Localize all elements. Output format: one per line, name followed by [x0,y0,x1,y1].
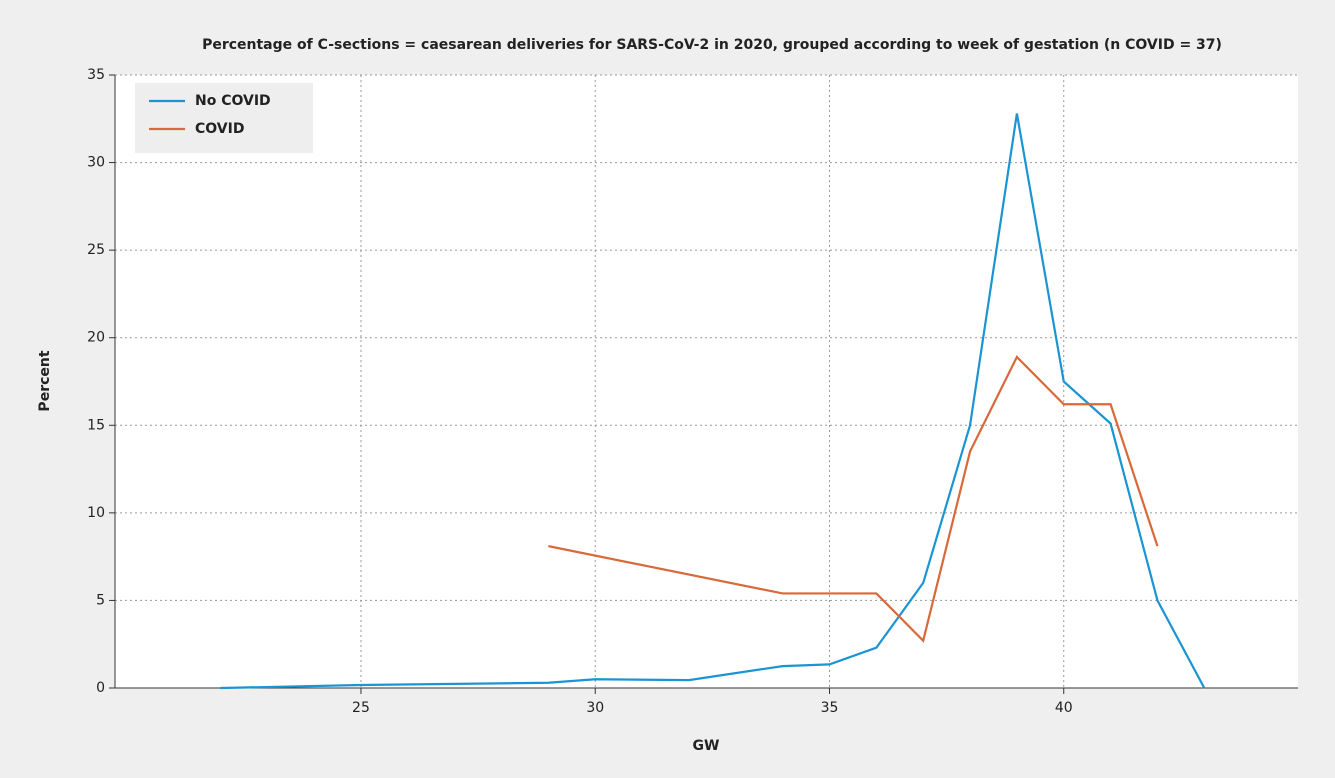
y-tick-label: 20 [87,330,105,346]
y-tick-label: 30 [87,155,105,171]
y-tick-label: 15 [87,417,105,433]
y-tick-label: 35 [87,67,105,83]
line [548,355,1159,643]
x-tick-label: 25 [352,700,370,716]
chart-title: Percentage of C-sections = caesarean del… [202,37,1222,53]
x-tick-label: 30 [586,700,604,716]
x-tick-label: 40 [1055,700,1073,716]
x-axis-label: GW [693,738,720,754]
plot-area [115,75,1298,688]
y-tick-label: 25 [87,242,105,258]
x-tick-label: 35 [821,700,839,716]
legend-box [135,83,313,153]
legend-label: COVID [195,121,244,137]
y-tick-label: 10 [87,505,105,521]
legend-label: No COVID [195,93,271,109]
y-axis-label: Percent [37,350,53,411]
line [220,113,1206,690]
y-tick-label: 0 [96,680,105,696]
y-tick-label: 5 [96,592,105,608]
